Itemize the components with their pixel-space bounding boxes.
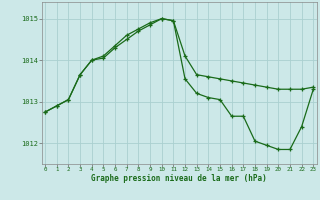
X-axis label: Graphe pression niveau de la mer (hPa): Graphe pression niveau de la mer (hPa)	[91, 174, 267, 183]
